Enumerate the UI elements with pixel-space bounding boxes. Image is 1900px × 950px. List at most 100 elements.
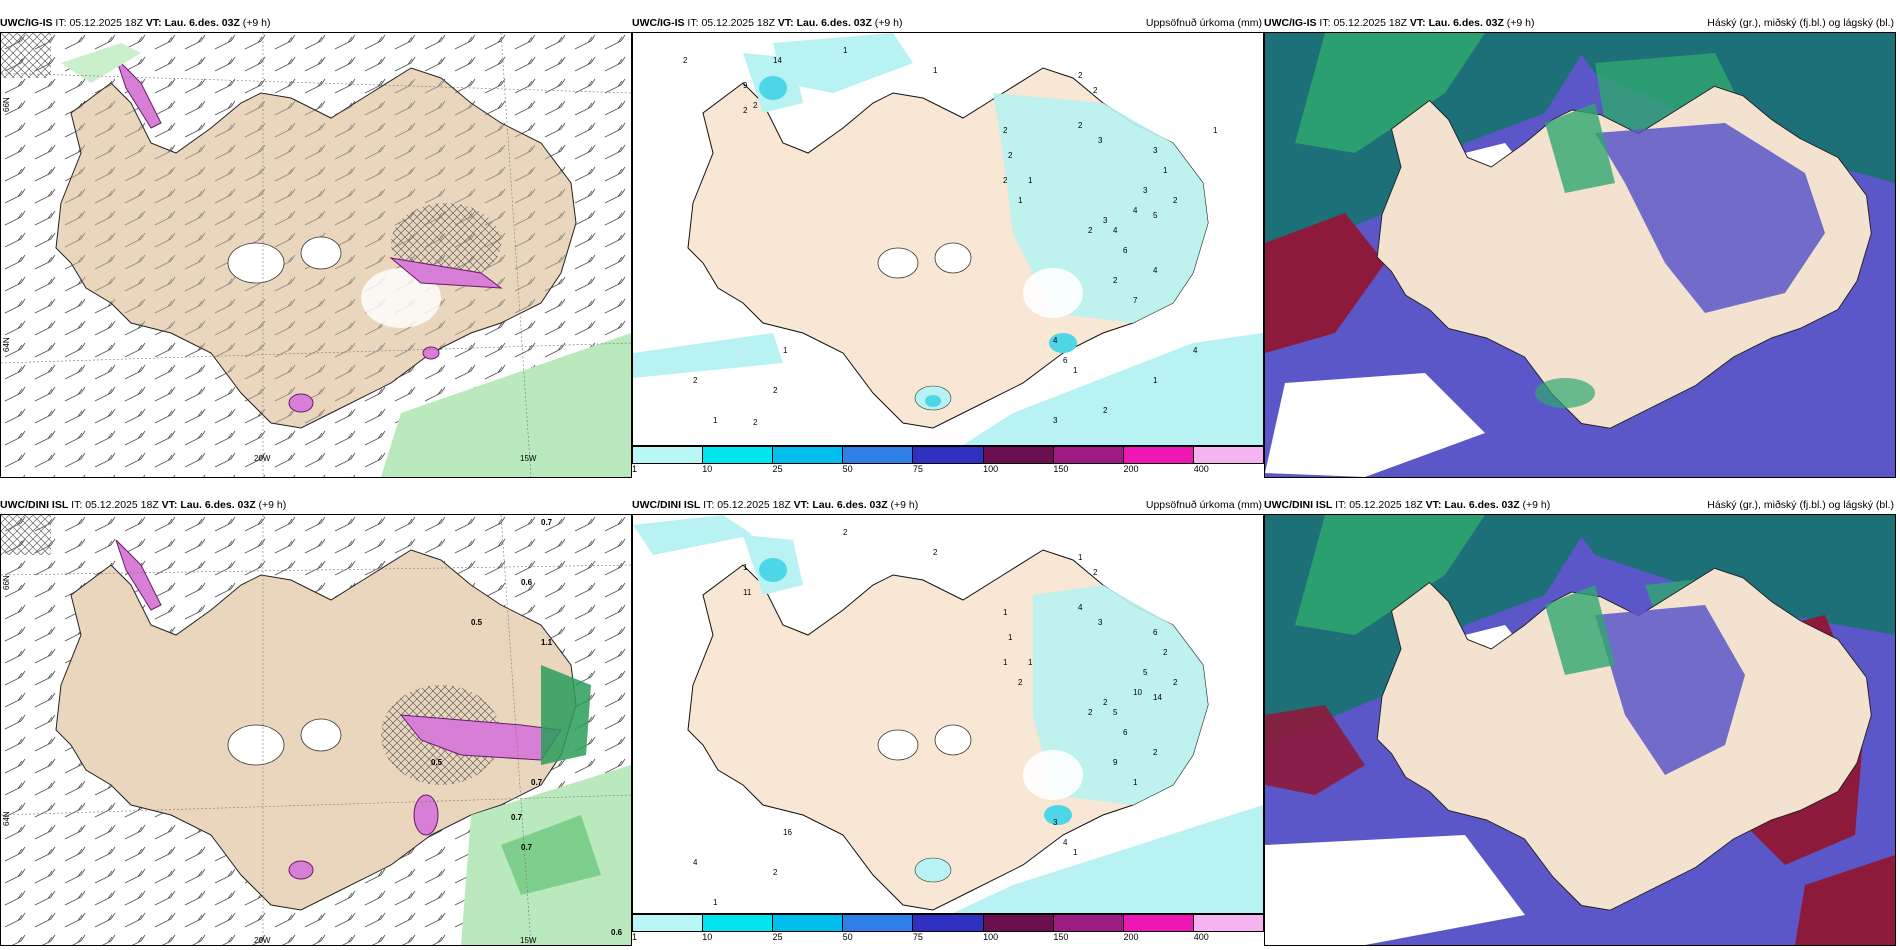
- lead-time: (+9 h): [1522, 499, 1551, 511]
- legend-swatch: [1193, 447, 1263, 463]
- it-value: 05.12.2025 18Z: [1333, 17, 1407, 29]
- legend-swatch: [633, 447, 704, 463]
- precip-value: 2: [743, 106, 748, 115]
- legend-label: 200: [1123, 464, 1139, 474]
- precip-value: 2: [773, 868, 778, 877]
- precip-value: 1: [933, 66, 938, 75]
- legend-label: 1: [632, 932, 638, 942]
- legend-swatch: [983, 915, 1054, 931]
- precip-value: 1: [1073, 848, 1078, 857]
- legend-label: 10: [702, 464, 713, 474]
- lead-time: (+9 h): [258, 499, 287, 511]
- model-name: UWC/DINI ISL: [632, 499, 701, 511]
- precip-value: 7: [1133, 296, 1138, 305]
- precip-value: 1: [1008, 633, 1013, 642]
- vt-label: VT:: [145, 17, 162, 29]
- wind-number-layer: 0.7 0.6 1.1 0.5 0.7 0.7 0.7 0.6 0.5: [431, 518, 623, 937]
- wind-value: 0.5: [471, 618, 483, 627]
- map-precip[interactable]: 2 14 2 1 9 2 1 2 2 2 1 1 2 2 2 3 3 4 6 2 4 5 3 1 3 2 4 7 4 6 1 2 1 2 2 1 2 1 2…: [632, 32, 1264, 446]
- precip-value: 1: [1028, 176, 1033, 185]
- legend-label: 100: [983, 464, 999, 474]
- precip-value: 2: [1173, 196, 1178, 205]
- precip-value: 2: [1103, 406, 1108, 415]
- wind-value: 0.6: [611, 928, 623, 937]
- lon-15w-label: 15W: [520, 454, 537, 463]
- model-name: UWC/DINI ISL: [0, 499, 69, 511]
- precip-value: 1: [743, 563, 748, 572]
- lat-66n-label: 66N: [2, 97, 11, 112]
- precip-value: 2: [1093, 568, 1098, 577]
- it-value: 05.12.2025 18Z: [717, 499, 791, 511]
- precip-value: 2: [1153, 748, 1158, 757]
- legend-swatch: [913, 915, 984, 931]
- precip-value: 2: [693, 376, 698, 385]
- lat-64n-label: 64N: [2, 811, 11, 826]
- map-wind-snow[interactable]: [0, 32, 632, 478]
- precip-title: Uppsöfnuð úrkoma (mm): [1145, 17, 1262, 29]
- precip-value: 2: [1113, 276, 1118, 285]
- precip-value: 4: [1193, 346, 1198, 355]
- vt-value: Lau. 6.des. 03Z: [1428, 17, 1504, 29]
- vt-label: VT:: [1425, 499, 1442, 511]
- vt-value: Lau. 6.des. 03Z: [164, 17, 240, 29]
- precip-value: 9: [1113, 758, 1118, 767]
- precip-value: 5: [1153, 211, 1158, 220]
- clouds-map-svg: [1265, 33, 1895, 477]
- wind-map-svg: 0.7 0.6 1.1 0.5 0.7 0.7 0.7 0.6 0.5: [1, 515, 631, 945]
- precip-legend-labels: 1 10 25 50 75 100 150 200 400: [632, 932, 1264, 944]
- precip-value: 1: [1073, 366, 1078, 375]
- precip-value: 4: [1113, 226, 1118, 235]
- precip-legend: [632, 446, 1264, 464]
- map-precip[interactable]: 2 1 11 2 1 1 1 2 1 1 2 4 3 2 5 6 9 10 14 5 2 6 2 2 1 3 4 1 2 16 2 4 1: [632, 514, 1264, 914]
- precip-value: 3: [1103, 216, 1108, 225]
- legend-swatch: [633, 915, 704, 931]
- wind-value: 0.5: [431, 758, 443, 767]
- legend-swatch: [843, 915, 914, 931]
- precip-value: 1: [713, 416, 718, 425]
- it-label: IT:: [71, 499, 83, 511]
- legend-label: 100: [983, 932, 999, 942]
- map-clouds[interactable]: [1264, 32, 1896, 478]
- vt-label: VT:: [777, 17, 794, 29]
- legend-label: 50: [842, 932, 853, 942]
- legend-label: 75: [912, 932, 923, 942]
- precip-value: 3: [1053, 818, 1058, 827]
- lead-time: (+9 h): [890, 499, 919, 511]
- precip-value: 2: [1173, 678, 1178, 687]
- it-label: IT:: [687, 17, 699, 29]
- it-value: 05.12.2025 18Z: [85, 499, 159, 511]
- map-wind-snow[interactable]: 0.7 0.6 1.1 0.5 0.7 0.7 0.7 0.6 0.5: [0, 514, 632, 946]
- precip-value: 2: [1003, 176, 1008, 185]
- precip-value: 1: [1078, 553, 1083, 562]
- vt-label: VT:: [161, 499, 178, 511]
- wind-value: 0.7: [541, 518, 553, 527]
- precip-legend: [632, 914, 1264, 932]
- legend-label: 50: [842, 464, 853, 474]
- map-clouds[interactable]: [1264, 514, 1896, 946]
- lead-time: (+9 h): [242, 17, 271, 29]
- lon-20w-label: 20W: [254, 936, 271, 945]
- panel-precip-top: UWC/IG-IS IT: 05.12.2025 18Z VT: Lau. 6.…: [632, 14, 1264, 474]
- precip-value: 4: [1078, 603, 1083, 612]
- precip-value: 9: [743, 81, 748, 90]
- lon-20w-label: 20W: [254, 454, 271, 463]
- it-label: IT:: [1335, 499, 1347, 511]
- vt-value: Lau. 6.des. 03Z: [180, 499, 256, 511]
- panel-wind-top: UWC/IG-IS IT: 05.12.2025 18Z VT: Lau. 6.…: [0, 14, 632, 478]
- precip-value: 4: [1053, 336, 1058, 345]
- precip-value: 1: [1003, 608, 1008, 617]
- legend-label: 200: [1123, 932, 1139, 942]
- precip-value: 2: [1078, 71, 1083, 80]
- lead-time: (+9 h): [874, 17, 903, 29]
- precip-value: 1: [1153, 376, 1158, 385]
- legend-swatch: [843, 447, 914, 463]
- precip-value: 14: [1153, 693, 1162, 702]
- legend-label: 25: [772, 932, 783, 942]
- precip-value: 2: [753, 101, 758, 110]
- legend-swatch: [1193, 915, 1263, 931]
- clouds-title: Háský (gr.), miðský (fj.bl.) og lágský (…: [1707, 17, 1894, 29]
- panel-header: UWC/DINI ISL IT: 05.12.2025 18Z VT: Lau.…: [1264, 496, 1550, 514]
- precip-value: 16: [783, 828, 792, 837]
